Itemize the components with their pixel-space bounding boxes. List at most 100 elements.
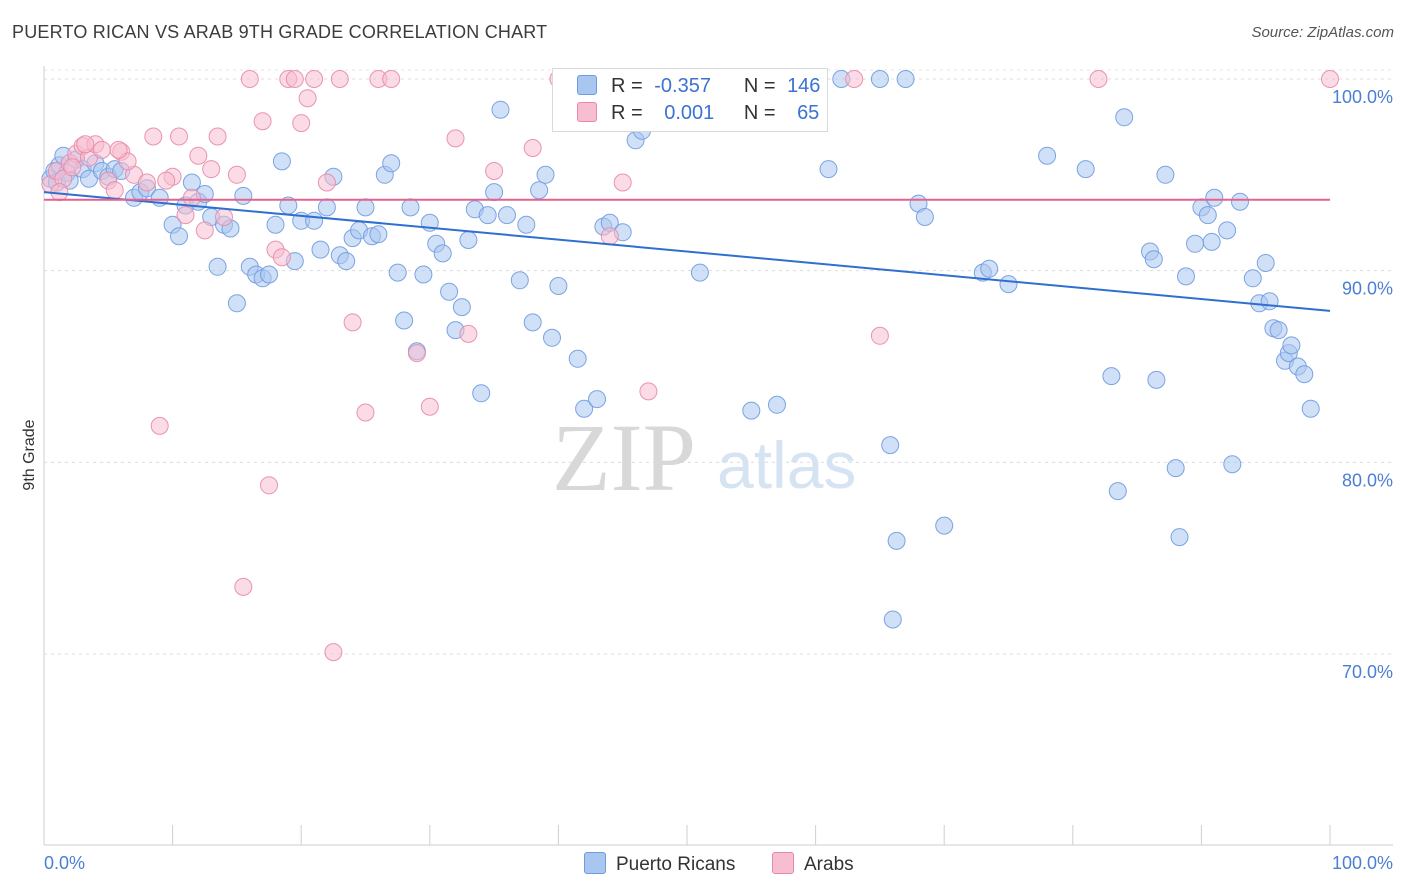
data-point: [613, 173, 632, 192]
data-point: [1321, 70, 1339, 88]
series-swatch-puerto-ricans: [584, 852, 606, 874]
data-point: [208, 257, 227, 276]
data-point: [253, 112, 272, 131]
series-label: Arabs: [804, 854, 854, 875]
gridlines: [44, 69, 1393, 655]
data-point: [195, 221, 214, 240]
data-point: [407, 344, 426, 363]
series-label: Puerto Ricans: [616, 854, 736, 875]
legend-n-label: N =: [743, 75, 776, 97]
data-point: [1102, 367, 1121, 386]
trend-line: [43, 191, 1331, 312]
data-point: [530, 181, 549, 200]
data-point: [915, 208, 934, 226]
y-tick-label: 80.0%: [1342, 470, 1393, 490]
chart-source: Source: ZipAtlas.com: [1251, 24, 1394, 41]
data-point: [485, 162, 504, 180]
data-point: [1218, 221, 1237, 240]
data-point: [227, 165, 246, 184]
watermark: ZIP atlas: [552, 404, 856, 511]
data-point: [517, 215, 536, 234]
data-point: [337, 252, 356, 271]
data-point: [1147, 370, 1166, 389]
data-point: [317, 198, 336, 217]
y-tick-label: 100.0%: [1332, 87, 1393, 107]
data-point: [305, 211, 324, 230]
data-point: [1256, 254, 1275, 272]
series-layer: [41, 70, 1339, 662]
data-point: [1115, 108, 1134, 127]
data-point: [1198, 206, 1217, 225]
data-point: [1231, 192, 1249, 211]
data-point: [549, 277, 568, 295]
data-point: [182, 188, 201, 207]
data-point: [523, 139, 542, 157]
data-point: [1108, 482, 1127, 501]
data-point: [1089, 70, 1108, 88]
data-point: [999, 275, 1018, 294]
data-point: [208, 127, 227, 146]
legend-row-puerto-ricans: R = -0.357 N = 146: [577, 75, 820, 101]
data-point: [234, 577, 253, 596]
data-point: [157, 171, 176, 190]
data-point: [536, 165, 555, 184]
data-point: [452, 298, 471, 317]
data-point: [330, 70, 349, 88]
legend-n-label: N =: [743, 102, 776, 124]
data-point: [575, 399, 594, 418]
legend-r-value: -0.357: [654, 75, 711, 97]
data-point: [170, 227, 188, 246]
data-point: [189, 146, 208, 165]
data-point: [1076, 160, 1095, 179]
data-point: [887, 531, 906, 550]
data-point: [170, 127, 188, 146]
data-point: [845, 70, 864, 88]
axes: [43, 66, 1393, 846]
data-point: [1144, 250, 1163, 269]
data-point: [935, 516, 954, 535]
tick-labels: 100.0% 90.0% 80.0% 70.0% 0.0% 100.0%: [44, 87, 1393, 873]
data-point: [272, 152, 291, 171]
data-point: [472, 384, 491, 403]
data-point: [1166, 459, 1185, 478]
data-point: [356, 403, 375, 422]
data-point: [568, 349, 587, 368]
x-tick-label: 0.0%: [44, 853, 85, 873]
data-point: [298, 89, 317, 108]
data-point: [401, 198, 420, 217]
data-point: [215, 208, 233, 226]
legend-n-value: 146: [787, 75, 821, 97]
chart-title: PUERTO RICAN VS ARAB 9TH GRADE CORRELATI…: [12, 22, 548, 42]
data-point: [324, 643, 343, 662]
data-point: [227, 294, 246, 313]
series-puerto-ricans: [41, 70, 1320, 629]
data-point: [369, 225, 388, 244]
data-point: [543, 328, 561, 347]
data-point: [1202, 232, 1221, 251]
data-point: [343, 313, 362, 332]
series-legend-puerto-ricans: Puerto Ricans: [584, 852, 735, 876]
y-tick-label: 70.0%: [1342, 662, 1393, 682]
data-point: [260, 265, 278, 284]
data-point: [382, 70, 401, 88]
data-point: [980, 259, 999, 278]
data-point: [1243, 269, 1262, 288]
series-legend-arabs: Arabs: [772, 852, 854, 876]
data-point: [459, 231, 478, 249]
series-swatch-arabs: [772, 852, 794, 874]
data-point: [870, 326, 889, 345]
legend-swatch-puerto-ricans: [577, 75, 597, 95]
data-point: [600, 227, 619, 246]
data-point: [109, 140, 128, 159]
data-point: [63, 158, 82, 177]
data-point: [420, 397, 439, 416]
data-point: [202, 160, 221, 179]
data-point: [1301, 399, 1320, 418]
watermark-atlas: atlas: [717, 428, 856, 502]
data-point: [1295, 365, 1314, 384]
data-point: [510, 271, 529, 290]
data-point: [588, 390, 606, 409]
data-point: [1170, 528, 1189, 547]
data-point: [498, 206, 516, 225]
data-point: [1260, 292, 1279, 311]
